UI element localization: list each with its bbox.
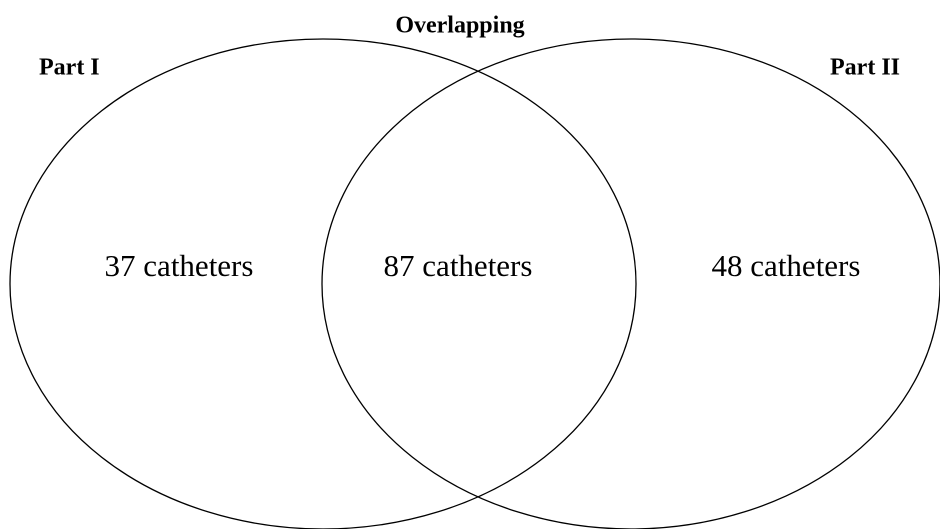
region-label: 37 catheters: [105, 248, 254, 283]
set-label: Part II: [830, 55, 900, 81]
region-label: 48 catheters: [712, 248, 861, 283]
region-label: 87 catheters: [384, 248, 533, 283]
set-circle: [9, 38, 637, 529]
set-label: Part I: [39, 55, 100, 81]
overlap-title: Overlapping: [395, 13, 524, 39]
set-circle: [321, 38, 940, 529]
